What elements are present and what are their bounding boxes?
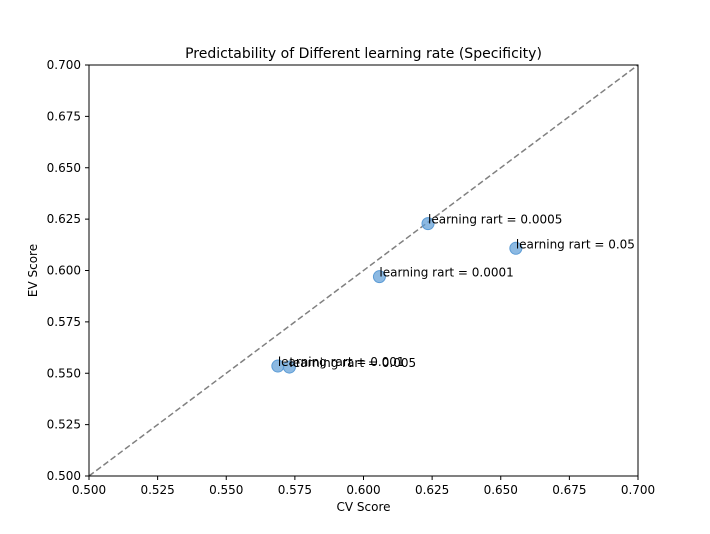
x-axis-label: CV Score xyxy=(336,500,390,514)
reference-line-layer xyxy=(88,64,639,477)
x-tick-label: 0.675 xyxy=(552,483,586,497)
y-tick-label: 0.625 xyxy=(47,212,81,226)
x-tick-label: 0.650 xyxy=(484,483,518,497)
data-point-label: learning rart = 0.0001 xyxy=(379,266,513,280)
data-point xyxy=(509,241,523,255)
data-point xyxy=(282,360,296,374)
y-tick-label: 0.650 xyxy=(47,161,81,175)
x-tick-label: 0.550 xyxy=(209,483,243,497)
y-tick-label: 0.525 xyxy=(47,418,81,432)
y-axis-label: EV Score xyxy=(26,244,40,297)
y-tick-label: 0.550 xyxy=(47,366,81,380)
y-tick-label: 0.600 xyxy=(47,264,81,278)
y-tick-label: 0.500 xyxy=(47,469,81,483)
data-point-label: learning rart = 0.001 xyxy=(278,355,405,369)
x-tick-label: 0.575 xyxy=(278,483,312,497)
y-tick-label: 0.575 xyxy=(47,315,81,329)
data-point xyxy=(372,270,386,284)
ticks-layer: 0.500 0.525 0.550 0.575 0.600 0.625 0.650 0.675… xyxy=(47,58,656,497)
point-labels-layer: learning rart = 0.0005 learning rart = 0.… xyxy=(278,213,635,370)
plot-frame xyxy=(88,64,639,477)
data-point-label: learning rart = 0.005 xyxy=(289,356,416,370)
reference-diagonal-line xyxy=(88,64,639,477)
data-point xyxy=(421,217,435,231)
chart-title: Predictability of Different learning rat… xyxy=(185,46,542,62)
y-tick-label: 0.700 xyxy=(47,58,81,72)
x-tick-label: 0.700 xyxy=(621,483,655,497)
data-points-layer xyxy=(271,217,523,374)
x-tick-label: 0.600 xyxy=(346,483,380,497)
x-tick-label: 0.525 xyxy=(140,483,174,497)
data-point-label: learning rart = 0.0005 xyxy=(428,213,562,227)
x-tick-label: 0.625 xyxy=(415,483,449,497)
x-tick-label: 0.500 xyxy=(72,483,106,497)
data-point-label: learning rart = 0.05 xyxy=(516,237,635,251)
y-tick-label: 0.675 xyxy=(47,109,81,123)
